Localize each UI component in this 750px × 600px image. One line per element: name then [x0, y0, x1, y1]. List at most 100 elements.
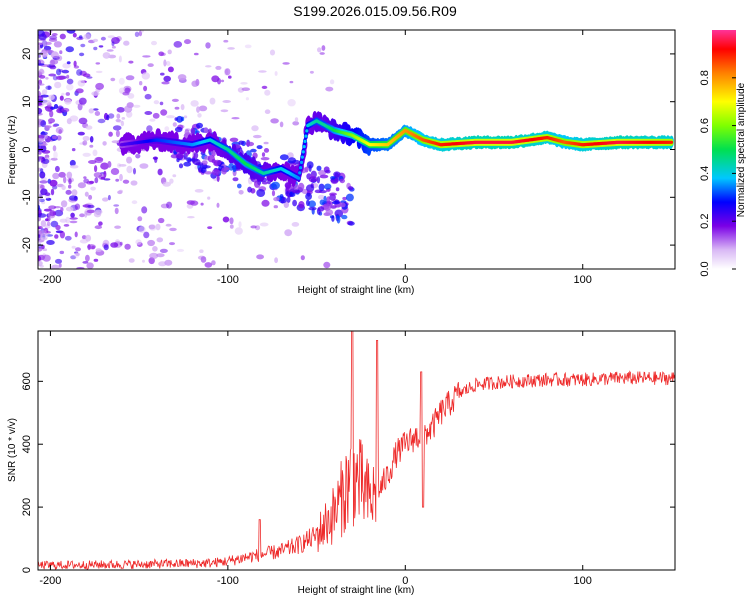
spectrogram-speckle — [298, 182, 305, 191]
spectrogram-speckle — [45, 77, 49, 80]
spectrogram-speckle — [66, 74, 70, 79]
spectrogram-speckle — [98, 45, 104, 48]
spectrogram-speckle — [78, 117, 88, 125]
spectrogram-speckle — [79, 52, 85, 57]
spectrogram-speckle — [93, 211, 102, 218]
spectrogram-speckle — [176, 248, 185, 252]
spectrogram-speckle — [241, 87, 250, 91]
spectrogram-speckle — [306, 184, 315, 193]
spectrogram-speckle — [38, 54, 41, 58]
spectrogram-speckle — [324, 183, 332, 190]
spectrogram-y-ticks: -20 -10 0 10 20 — [21, 48, 675, 253]
spectrogram-speckle — [114, 225, 121, 229]
spectrogram-speckle — [271, 181, 280, 190]
spectrogram-speckle — [135, 153, 141, 159]
spectrogram-speckle — [124, 105, 133, 113]
spectrogram-speckle — [91, 91, 100, 96]
spectrogram-speckle — [46, 221, 51, 226]
spectrogram-speckle — [59, 231, 65, 239]
spectrogram-speckle — [169, 178, 174, 184]
spectrogram-speckle — [113, 204, 120, 207]
spectrogram-speckle — [50, 157, 58, 161]
spectrogram-speckle — [138, 226, 146, 233]
ridge-core — [303, 139, 307, 143]
spectrogram-speckle — [53, 104, 59, 109]
spectrogram-speckle — [237, 183, 242, 189]
spectrogram-speckle — [238, 190, 244, 195]
spectrogram-speckle — [38, 197, 42, 202]
spectrogram-speckle — [44, 224, 51, 229]
spectrogram-speckle — [122, 179, 130, 184]
snr-panel: -200 -100 0 100 0 200 400 600 Height of straig… — [7, 330, 676, 596]
spectrogram-speckle — [317, 47, 322, 53]
spectrogram-speckle — [76, 69, 83, 76]
spectrogram-speckle — [329, 79, 335, 85]
spectrogram-speckle — [94, 177, 99, 184]
spectrogram-speckle — [298, 201, 305, 209]
spectrogram-speckle — [258, 70, 267, 73]
spectrogram-speckle — [305, 192, 312, 200]
spectrogram-speckle — [231, 117, 240, 120]
spectrogram-speckle — [203, 127, 209, 134]
spectrogram-speckle — [308, 200, 316, 208]
spectrogram-speckle — [39, 264, 44, 268]
ridge-core — [298, 171, 302, 175]
spectrogram-speckle — [100, 162, 109, 170]
spectrogram-speckle — [149, 118, 156, 122]
spectrogram-speckle — [220, 109, 229, 113]
spectrogram-speckle — [245, 97, 249, 101]
spectrogram-speckle — [65, 206, 74, 212]
spectrogram-speckle — [38, 145, 41, 152]
spectrogram-speckle — [49, 210, 56, 217]
spectrogram-speckle — [107, 35, 115, 39]
spectrogram-speckle — [284, 229, 293, 237]
spectrogram-speckle — [89, 144, 94, 148]
spectrogram-speckle — [38, 34, 41, 39]
spectrogram-speckle — [116, 113, 121, 119]
spectrogram-speckle — [222, 100, 231, 103]
spectrogram-speckle — [259, 222, 269, 227]
spectrogram-speckle — [176, 115, 184, 123]
spectrogram-speckle — [332, 201, 340, 205]
spectrogram-y-tick-label: 20 — [21, 48, 33, 60]
spectrogram-speckle — [111, 41, 115, 46]
spectrogram-speckle — [156, 253, 165, 258]
spectrogram-speckle — [42, 99, 51, 105]
spectrogram-speckle — [274, 257, 278, 264]
spectrogram-speckle — [190, 127, 196, 136]
spectrogram-speckle — [41, 244, 45, 250]
spectrogram-speckle — [49, 35, 58, 40]
spectrogram-speckle — [39, 68, 44, 75]
spectrogram-speckle — [38, 95, 44, 101]
spectrogram-speckle — [115, 130, 120, 138]
spectrogram-speckle — [69, 195, 78, 201]
spectrogram-speckle — [107, 113, 115, 119]
spectrogram-speckle — [65, 46, 75, 53]
spectrogram-speckle — [49, 65, 57, 70]
spectrogram-speckle — [292, 199, 297, 207]
spectrogram-speckle — [56, 75, 65, 80]
spectrogram-speckle — [167, 49, 172, 55]
spectrogram-speckle — [66, 83, 74, 91]
spectrogram-speckle — [232, 177, 239, 182]
spectrogram-speckle — [238, 221, 242, 228]
spectrogram-speckle — [183, 115, 188, 119]
spectrogram-speckle — [270, 118, 279, 124]
spectrogram-speckle — [131, 200, 138, 205]
spectrogram-speckle — [204, 171, 213, 175]
spectrogram-speckle — [38, 225, 43, 230]
snr-x-tick-label: -100 — [217, 575, 239, 587]
spectrogram-speckle — [151, 40, 157, 46]
spectrogram-speckle — [92, 108, 99, 111]
spectrogram-speckle — [183, 161, 192, 167]
colorbar-gradient — [712, 30, 736, 269]
spectrogram-speckle — [162, 181, 171, 187]
spectrogram-speckle — [93, 258, 99, 262]
spectrogram-speckle — [256, 254, 264, 260]
colorbar-tick-label: 0.8 — [699, 70, 711, 85]
spectrogram-speckle — [126, 111, 133, 118]
spectrogram-speckle — [247, 186, 253, 193]
spectrogram-speckle — [77, 79, 86, 87]
spectrogram-speckle — [121, 117, 126, 120]
spectrogram-speckle — [56, 106, 64, 109]
